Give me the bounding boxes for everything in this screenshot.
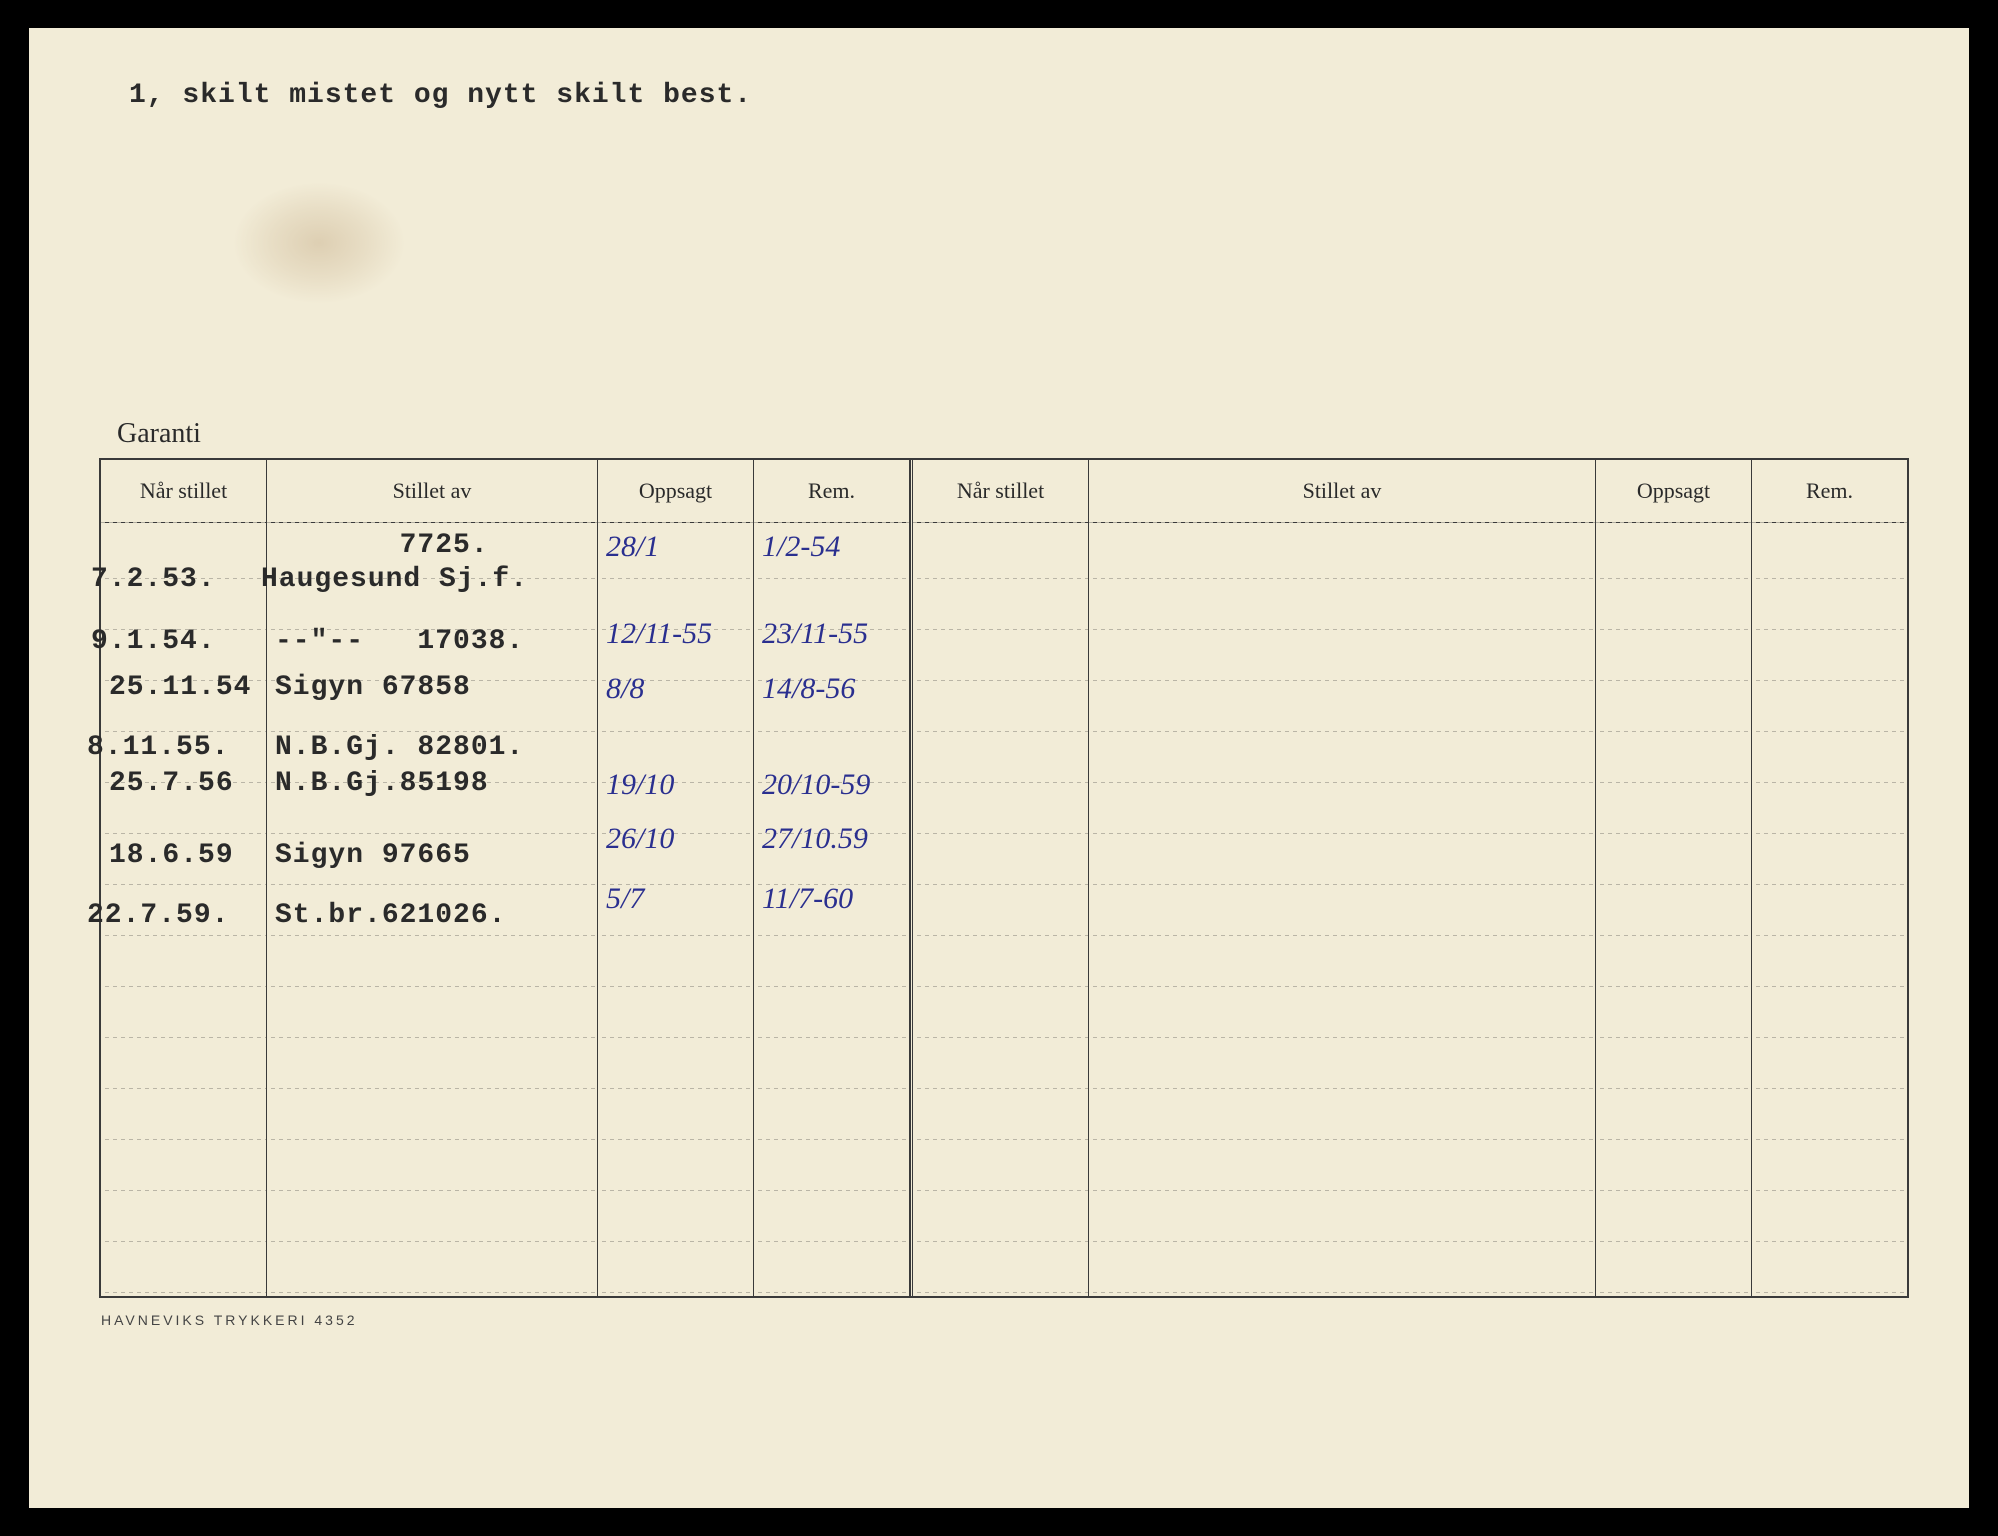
col-oppsagt-left: Oppsagt 28/1 12/11-55 8/8 19/10 26/10 5/… [598, 460, 754, 1296]
cell-nar: 22.7.59. [87, 900, 229, 931]
cell-oppsagt: 19/10 [606, 768, 674, 802]
row-guides [1089, 522, 1595, 1296]
row-guides [1752, 522, 1907, 1296]
cell-rem: 14/8-56 [762, 672, 855, 706]
col-header: Rem. [754, 460, 909, 523]
cell-nar: 7.2.53. [91, 564, 216, 595]
cell-av: 7725. [275, 530, 489, 561]
cell-nar: 8.11.55. [87, 732, 229, 763]
col-stillet-av-right: Stillet av [1089, 460, 1596, 1296]
row-guides [913, 522, 1088, 1296]
cell-av: Haugesund Sj.f. [261, 564, 528, 595]
cell-oppsagt: 26/10 [606, 822, 674, 856]
col-header: Rem. [1752, 460, 1907, 523]
col-header: Når stillet [101, 460, 266, 523]
cell-nar: 25.7.56 [109, 768, 234, 799]
col-header: Oppsagt [1596, 460, 1751, 523]
cell-oppsagt: 8/8 [606, 672, 644, 706]
header-note: 1, skilt mistet og nytt skilt best. [129, 80, 752, 111]
cell-av: --"-- 17038. [275, 626, 524, 657]
cell-nar: 9.1.54. [91, 626, 216, 657]
cell-rem: 11/7-60 [762, 882, 853, 916]
col-nar-stillet-right: Når stillet [910, 460, 1089, 1296]
cell-av: Sigyn 97665 [275, 840, 471, 871]
col-oppsagt-right: Oppsagt [1596, 460, 1752, 1296]
cell-oppsagt: 28/1 [606, 530, 659, 564]
col-rem-right: Rem. [1752, 460, 1907, 1296]
record-card: 1, skilt mistet og nytt skilt best. Gara… [29, 28, 1969, 1508]
cell-nar: 18.6.59 [109, 840, 234, 871]
col-header: Stillet av [1089, 460, 1595, 523]
cell-av: Sigyn 67858 [275, 672, 471, 703]
col-rem-left: Rem. 1/2-54 23/11-55 14/8-56 20/10-59 27… [754, 460, 910, 1296]
paper-stain [234, 183, 404, 303]
cell-oppsagt: 5/7 [606, 882, 644, 916]
garanti-table: Når stillet 7.2.53. 9.1.54. 25.11.54 8.1… [99, 458, 1909, 1298]
col-header: Oppsagt [598, 460, 753, 523]
cell-rem: 20/10-59 [762, 768, 870, 802]
printer-footer: HAVNEVIKS TRYKKERI 4352 [101, 1312, 358, 1328]
col-stillet-av-left: Stillet av 7725. Haugesund Sj.f. --"-- 1… [267, 460, 598, 1296]
cell-nar: 25.11.54 [109, 672, 251, 703]
cell-rem: 23/11-55 [762, 617, 868, 651]
col-nar-stillet-left: Når stillet 7.2.53. 9.1.54. 25.11.54 8.1… [101, 460, 267, 1296]
cell-av: N.B.Gj.85198 [275, 768, 489, 799]
row-guides [1596, 522, 1751, 1296]
cell-rem: 1/2-54 [762, 530, 840, 564]
cell-rem: 27/10.59 [762, 822, 868, 856]
section-title-garanti: Garanti [117, 418, 201, 450]
cell-av: N.B.Gj. 82801. [275, 732, 524, 763]
col-header: Når stillet [913, 460, 1088, 523]
col-header: Stillet av [267, 460, 597, 523]
cell-av: St.br.621026. [275, 900, 506, 931]
cell-oppsagt: 12/11-55 [606, 617, 712, 651]
